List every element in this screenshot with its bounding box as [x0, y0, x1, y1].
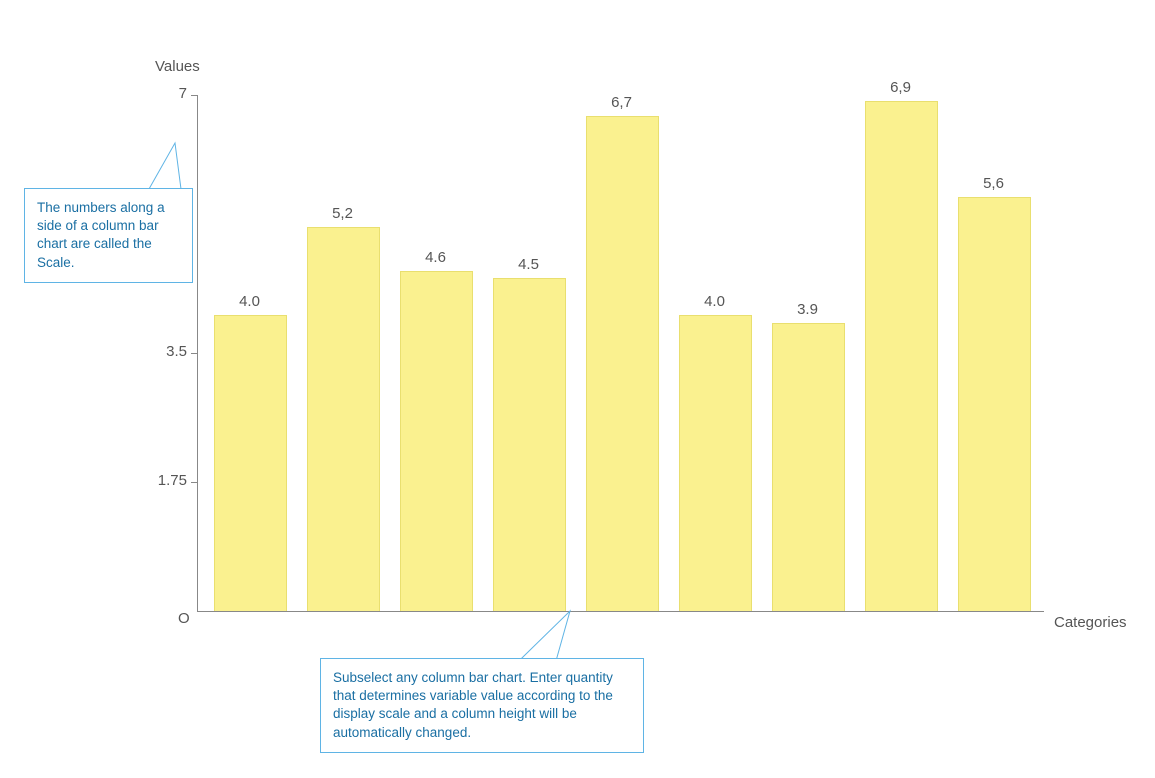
chart-bar[interactable] — [493, 278, 566, 611]
bar-value-label: 4.0 — [704, 293, 725, 310]
bar-value-label: 4.5 — [518, 256, 539, 273]
chart-bar[interactable] — [865, 101, 938, 611]
chart-bar[interactable] — [679, 315, 752, 611]
chart-bar[interactable] — [214, 315, 287, 611]
callout-subselect-text: Subselect any column bar chart. Enter qu… — [333, 670, 613, 740]
x-axis-title: Categories — [1054, 614, 1127, 631]
bar-value-label: 5,2 — [332, 205, 353, 222]
chart-bar[interactable] — [307, 227, 380, 611]
chart-bar[interactable] — [772, 323, 845, 611]
bar-value-label: 4.0 — [239, 293, 260, 310]
bar-value-label: 3.9 — [797, 301, 818, 318]
bar-value-label: 4.6 — [425, 249, 446, 266]
bar-value-label: 6,7 — [611, 94, 632, 111]
chart-bar[interactable] — [958, 197, 1031, 611]
callout-subselect: Subselect any column bar chart. Enter qu… — [320, 658, 644, 753]
origin-label: O — [178, 610, 190, 627]
y-tick-label: 3.5 — [137, 343, 187, 360]
y-axis-title: Values — [155, 58, 200, 75]
chart-bar[interactable] — [400, 271, 473, 611]
bar-chart: 4.05,24.64.56,74.03.96,95,6 — [197, 95, 1034, 611]
chart-bar[interactable] — [586, 116, 659, 611]
bar-value-label: 5,6 — [983, 175, 1004, 192]
callout-scale-text: The numbers along a side of a column bar… — [37, 200, 165, 270]
y-tick-label: 1.75 — [137, 472, 187, 489]
bar-value-label: 6,9 — [890, 79, 911, 96]
y-tick-label: 7 — [137, 85, 187, 102]
x-axis-line — [197, 611, 1044, 612]
callout-scale: The numbers along a side of a column bar… — [24, 188, 193, 283]
